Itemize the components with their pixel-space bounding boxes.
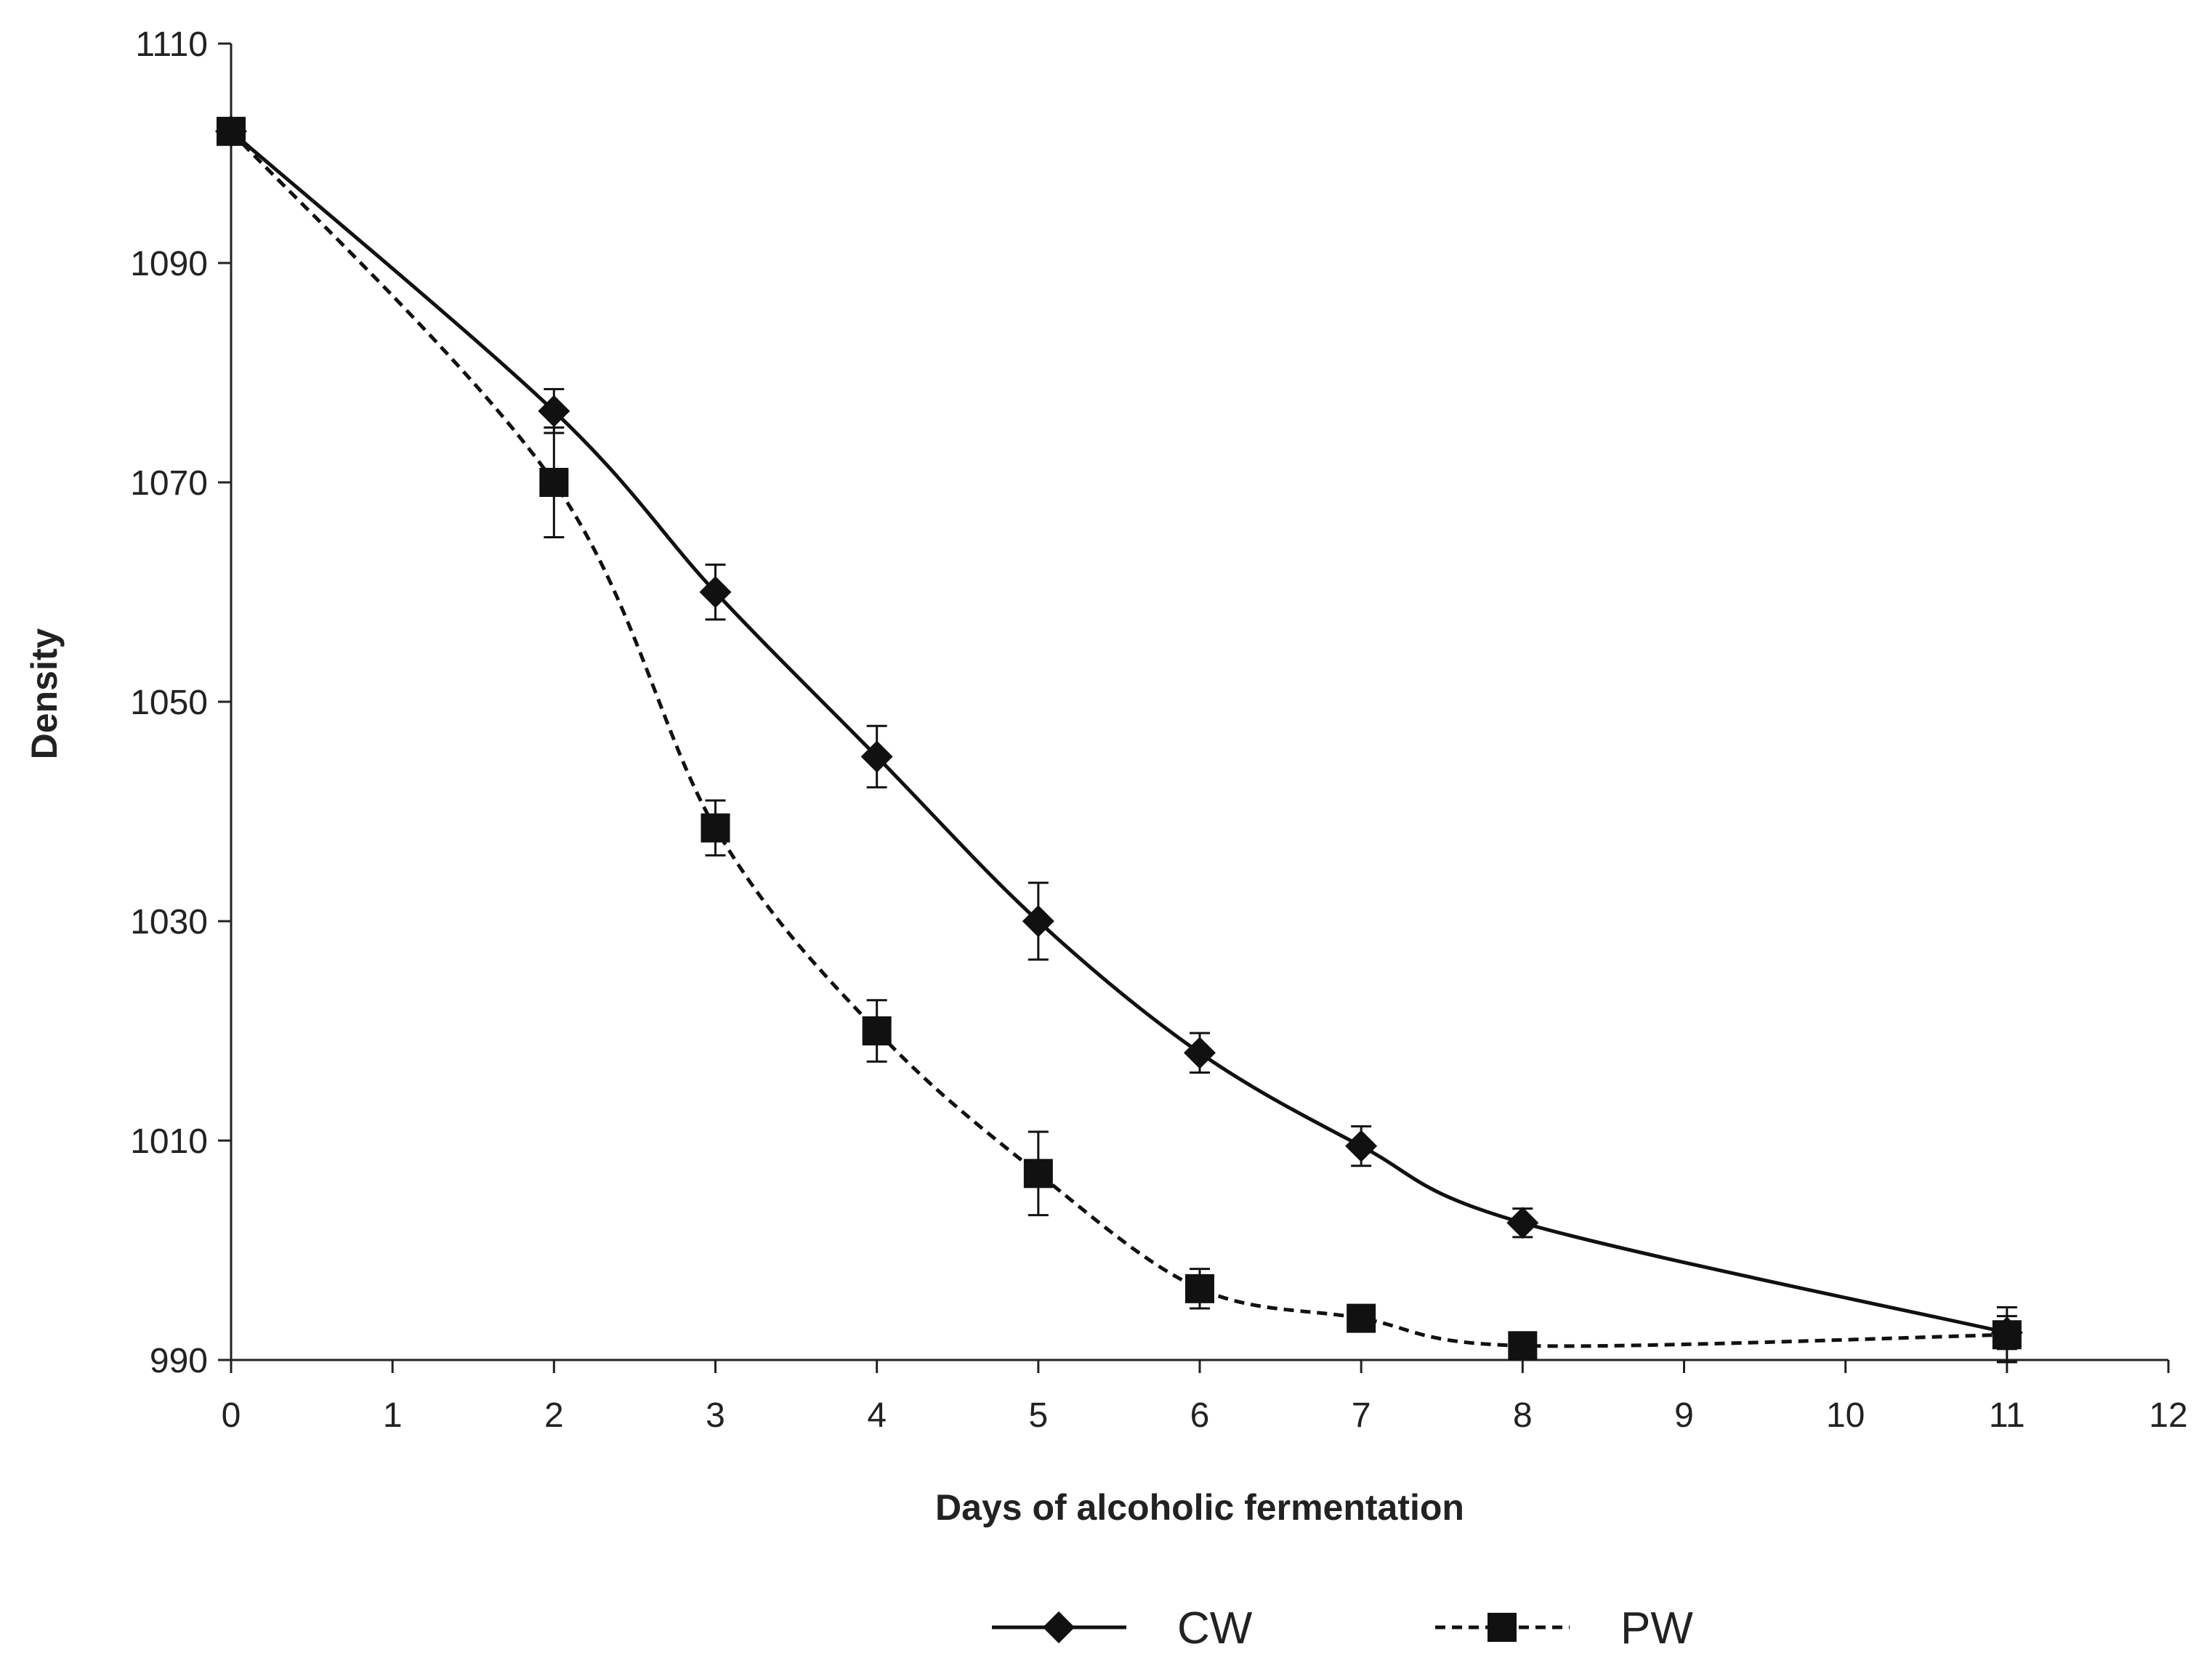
legend-item-pw: PW xyxy=(1435,1603,1693,1653)
data-point-cw xyxy=(1184,1037,1216,1069)
legend-label-pw: PW xyxy=(1620,1603,1693,1653)
x-tick-label: 12 xyxy=(2149,1396,2187,1435)
legend-item-cw: CW xyxy=(992,1603,1253,1653)
data-point-pw xyxy=(701,813,730,843)
y-axis-title: Density xyxy=(24,628,65,760)
legend-marker-cw xyxy=(1043,1611,1075,1643)
data-point-pw xyxy=(217,116,246,146)
x-tick-label: 8 xyxy=(1513,1396,1533,1435)
x-tick-label: 1 xyxy=(383,1396,403,1435)
data-point-cw xyxy=(1506,1207,1539,1239)
y-tick-label: 1010 xyxy=(130,1122,208,1161)
legend-marker-pw xyxy=(1488,1613,1517,1642)
series-pw xyxy=(217,116,2022,1364)
x-tick-label: 4 xyxy=(867,1396,887,1435)
data-point-cw xyxy=(1022,905,1054,937)
data-point-cw xyxy=(538,394,570,427)
legend: CW PW xyxy=(992,1603,1693,1653)
x-tick-label: 3 xyxy=(706,1396,725,1435)
data-point-pw xyxy=(1185,1274,1214,1303)
y-tick-label: 1070 xyxy=(130,464,208,503)
y-tick-label: 990 xyxy=(150,1342,208,1380)
data-point-pw xyxy=(1347,1303,1376,1333)
series-cw xyxy=(215,115,2023,1351)
data-point-cw xyxy=(1345,1130,1378,1162)
legend-label-cw: CW xyxy=(1177,1603,1253,1653)
data-point-pw xyxy=(862,1016,892,1045)
data-point-cw xyxy=(860,740,893,773)
series-layer xyxy=(215,115,2023,1364)
y-tick-label: 1110 xyxy=(135,25,208,64)
data-point-pw xyxy=(1508,1331,1538,1361)
y-tick-label: 1050 xyxy=(130,684,208,722)
x-tick-label: 2 xyxy=(544,1396,564,1435)
y-tick-label: 1090 xyxy=(130,245,208,283)
x-tick-label: 11 xyxy=(1989,1396,2025,1435)
x-tick-label: 0 xyxy=(222,1396,241,1435)
x-tick-label: 5 xyxy=(1028,1396,1048,1435)
data-point-pw xyxy=(1023,1159,1053,1189)
x-tick-label: 10 xyxy=(1826,1396,1865,1435)
data-point-pw xyxy=(1992,1320,2022,1350)
x-axis-title: Days of alcoholic fermentation xyxy=(935,1487,1464,1528)
data-point-pw xyxy=(539,468,569,497)
x-tick-label: 7 xyxy=(1352,1396,1371,1435)
x-tick-label: 9 xyxy=(1674,1396,1694,1435)
data-point-cw xyxy=(699,576,732,608)
x-tick-label: 6 xyxy=(1190,1396,1210,1435)
y-tick-label: 1030 xyxy=(130,903,208,942)
